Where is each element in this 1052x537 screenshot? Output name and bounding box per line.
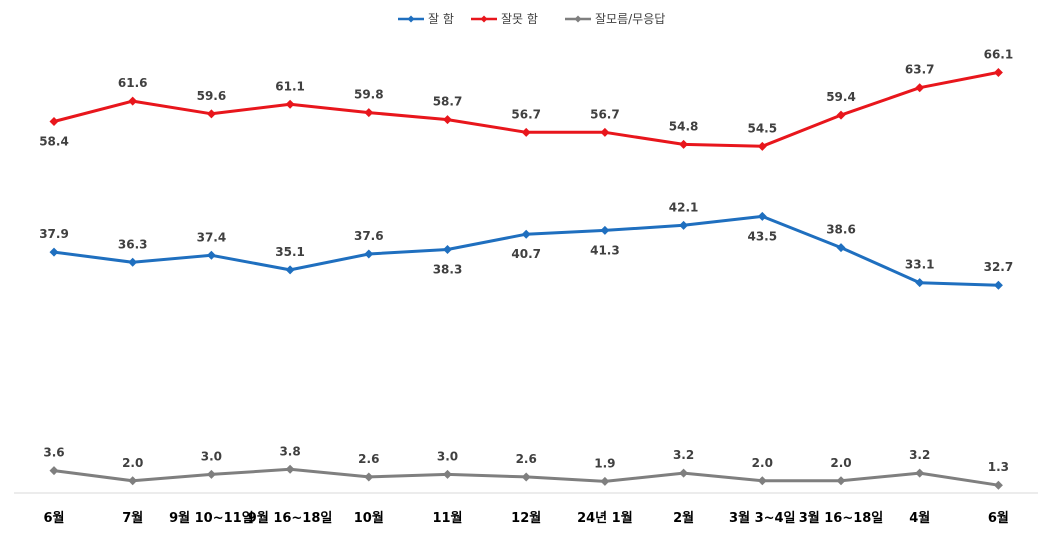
- data-point: [836, 110, 846, 120]
- data-label: 3.0: [437, 449, 458, 463]
- data-point: [49, 116, 59, 126]
- data-point: [206, 250, 216, 260]
- x-tick-label: 3월 16~18일: [799, 510, 884, 526]
- data-point: [915, 468, 925, 478]
- data-label: 3.6: [43, 446, 64, 460]
- data-label: 42.1: [669, 200, 699, 214]
- data-label: 58.4: [39, 134, 69, 148]
- x-tick-label: 4월: [909, 510, 930, 526]
- data-point: [836, 476, 846, 486]
- data-label: 40.7: [511, 247, 541, 261]
- data-label: 59.4: [826, 90, 856, 104]
- data-point: [993, 280, 1003, 290]
- data-point: [679, 220, 689, 230]
- data-point: [521, 229, 531, 239]
- data-label: 38.3: [433, 263, 463, 277]
- legend-marker-0: [407, 15, 415, 23]
- x-tick-label: 12월: [511, 510, 541, 526]
- data-label: 3.2: [909, 448, 930, 462]
- data-label: 59.8: [354, 88, 384, 102]
- data-point: [285, 464, 295, 474]
- data-point: [364, 108, 374, 118]
- data-label: 58.7: [433, 95, 463, 109]
- data-point: [915, 278, 925, 288]
- data-label: 1.3: [988, 460, 1009, 474]
- data-label: 56.7: [511, 107, 541, 121]
- data-point: [993, 67, 1003, 77]
- legend-marker-1: [480, 15, 488, 23]
- data-label: 41.3: [590, 243, 620, 257]
- x-tick-label: 3월 3~4일: [729, 510, 795, 526]
- data-label: 54.5: [747, 121, 777, 135]
- data-label: 38.6: [826, 223, 856, 237]
- data-label: 37.4: [197, 230, 227, 244]
- legend-label-1: 잘못 함: [501, 12, 538, 26]
- data-label: 2.6: [516, 452, 537, 466]
- data-point: [206, 469, 216, 479]
- data-point: [285, 265, 295, 275]
- data-label: 2.0: [122, 456, 143, 470]
- data-label: 1.9: [594, 456, 615, 470]
- x-tick-label: 6월: [43, 510, 64, 526]
- data-label: 35.1: [275, 245, 305, 259]
- data-label: 36.3: [118, 237, 148, 251]
- data-label: 61.1: [275, 79, 305, 93]
- x-tick-label: 7월: [122, 510, 143, 526]
- data-point: [757, 211, 767, 221]
- data-label: 66.1: [984, 47, 1014, 61]
- data-label: 32.7: [984, 260, 1014, 274]
- data-point: [757, 476, 767, 486]
- data-point: [443, 115, 452, 125]
- data-label: 56.7: [590, 107, 620, 121]
- x-tick-label: 11월: [432, 510, 462, 526]
- data-label: 2.6: [358, 452, 379, 466]
- data-point: [600, 225, 610, 235]
- data-point: [128, 257, 138, 267]
- data-point: [206, 109, 216, 119]
- data-label: 61.6: [118, 76, 148, 90]
- x-tick-label: 24년 1월: [577, 510, 633, 526]
- data-point: [915, 83, 925, 93]
- data-label: 37.6: [354, 229, 384, 243]
- x-tick-label: 9월 16~18일: [248, 510, 333, 526]
- data-label: 33.1: [905, 258, 935, 272]
- data-label: 3.0: [201, 449, 222, 463]
- data-label: 3.2: [673, 448, 694, 462]
- data-label: 43.5: [747, 229, 777, 243]
- data-point: [679, 139, 689, 149]
- data-point: [521, 127, 531, 137]
- data-label: 59.6: [197, 89, 227, 103]
- legend-marker-2: [574, 15, 582, 23]
- data-point: [521, 472, 531, 482]
- data-point: [757, 141, 767, 151]
- data-point: [128, 96, 138, 106]
- x-tick-label: 2월: [673, 510, 694, 526]
- data-label: 3.8: [279, 444, 300, 458]
- data-point: [443, 469, 452, 479]
- data-label: 2.0: [752, 456, 773, 470]
- data-point: [443, 245, 452, 255]
- data-point: [679, 468, 689, 478]
- data-point: [364, 249, 374, 259]
- x-tick-label: 10월: [354, 510, 384, 526]
- data-point: [49, 466, 59, 476]
- data-point: [993, 480, 1003, 490]
- data-label: 54.8: [669, 119, 699, 133]
- x-tick-label: 6월: [988, 510, 1009, 526]
- data-label: 63.7: [905, 63, 935, 77]
- data-point: [364, 472, 374, 482]
- data-point: [600, 476, 610, 486]
- legend-label-2: 잘모름/무응답: [595, 12, 665, 26]
- data-label: 37.9: [39, 227, 69, 241]
- legend-label-0: 잘 함: [428, 12, 454, 26]
- data-point: [128, 476, 138, 486]
- data-point: [836, 243, 846, 253]
- data-point: [285, 99, 295, 109]
- data-point: [49, 247, 59, 257]
- x-tick-label: 9월 10~11일: [169, 510, 254, 526]
- data-point: [600, 127, 610, 137]
- data-label: 2.0: [830, 456, 851, 470]
